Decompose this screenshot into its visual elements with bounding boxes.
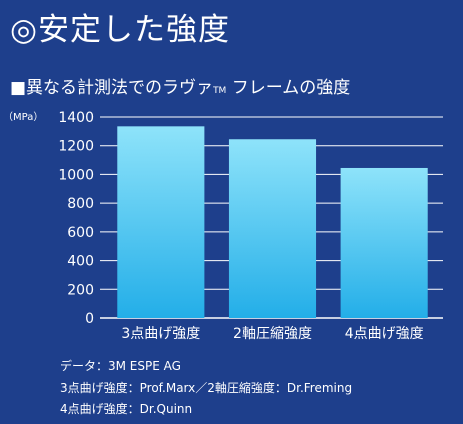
category-label: 4点曲げ強度	[345, 326, 424, 342]
bars	[117, 126, 428, 318]
y-tick-label: 200	[67, 282, 94, 298]
category-labels: 3点曲げ強度 2軸圧縮強度 4点曲げ強度	[121, 326, 423, 342]
footnote-data-source: データ：3M ESPE AG	[60, 359, 181, 373]
chart-subtitle: ■異なる計測法でのラヴァTM フレームの強度	[10, 73, 350, 98]
y-tick-label: 1200	[58, 139, 94, 155]
page-title: ◎安定した強度	[10, 12, 231, 48]
bar-1	[117, 126, 205, 318]
bar-3	[340, 167, 428, 318]
trademark-mark: TM	[213, 86, 227, 96]
footnote-method-author-4pt: 4点曲げ強度：Dr.Quinn	[60, 402, 193, 416]
y-tick-labels: 0 200 400 600 800 1000 1200 1400	[58, 110, 94, 327]
category-label: 3点曲げ強度	[121, 326, 200, 342]
subtitle-rest: フレームの強度	[226, 78, 351, 98]
footnote-method-authors: 3点曲げ強度：Prof.Marx／2軸圧縮強度：Dr.Freming	[60, 381, 353, 395]
y-tick-label: 400	[67, 254, 94, 270]
y-tick-label: 0	[85, 311, 94, 327]
category-label: 2軸圧縮強度	[233, 326, 312, 342]
y-tick-label: 1000	[58, 167, 94, 183]
y-tick-label: 1400	[58, 110, 94, 126]
bar-2	[228, 139, 317, 318]
subtitle-main: ■異なる計測法でのラヴァ	[10, 78, 214, 98]
y-tick-label: 600	[67, 225, 94, 241]
y-tick-label: 800	[67, 196, 94, 212]
y-axis-unit-label: （MPa）	[3, 112, 44, 123]
